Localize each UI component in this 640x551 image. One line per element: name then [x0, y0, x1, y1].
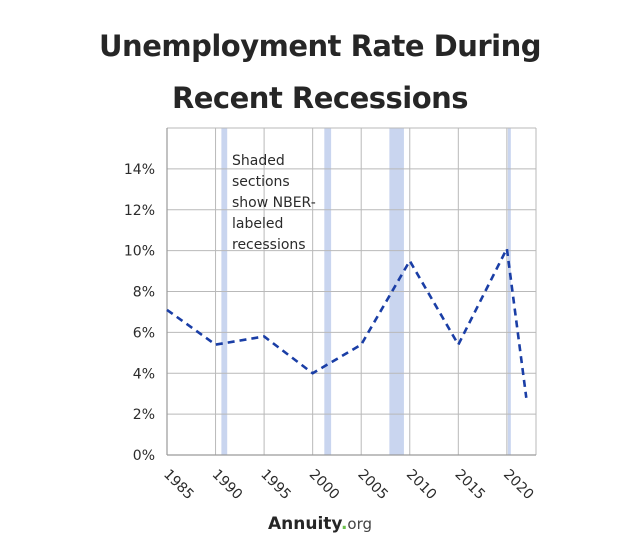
- y-tick-label: 10%: [124, 244, 155, 260]
- x-tick-label: 2015: [451, 467, 488, 504]
- annotation-line: recessions: [232, 237, 306, 253]
- data-point: [456, 343, 460, 347]
- x-tick-label: 2020: [500, 467, 537, 504]
- y-tick-label: 0%: [133, 448, 155, 464]
- data-point: [214, 343, 218, 347]
- x-tick-label: 2005: [354, 467, 391, 504]
- chart-title: Unemployment Rate During Recent Recessio…: [0, 20, 640, 124]
- x-tick-label: 2000: [306, 467, 343, 504]
- annotation-line: Shaded: [232, 153, 285, 169]
- y-tick-label: 2%: [133, 407, 155, 423]
- x-tick-label: 1985: [160, 467, 197, 504]
- brand-tld: org: [347, 515, 373, 533]
- y-tick-label: 12%: [124, 203, 155, 219]
- data-point: [408, 259, 412, 263]
- data-point: [262, 334, 266, 338]
- x-tick-label: 1995: [257, 467, 294, 504]
- x-tick-label: 2010: [403, 467, 440, 504]
- y-tick-label: 4%: [133, 366, 155, 382]
- x-tick-label: 1990: [209, 467, 246, 504]
- data-point: [524, 396, 528, 400]
- chart-title-line-2: Recent Recessions: [171, 81, 469, 115]
- data-point: [311, 371, 315, 375]
- y-tick-label: 6%: [133, 325, 155, 341]
- brand-name: Annuity: [267, 514, 341, 534]
- annotation-line: labeled: [232, 216, 283, 232]
- chart-title-line-1: Unemployment Rate During: [99, 29, 542, 63]
- data-point: [359, 343, 363, 347]
- brand-dot: .: [340, 514, 348, 534]
- annotation-line: sections: [232, 174, 290, 190]
- brand-footer: Annuity.org: [0, 514, 640, 534]
- data-point: [165, 308, 169, 312]
- y-tick-label: 14%: [124, 162, 155, 178]
- data-point: [505, 247, 509, 251]
- y-tick-label: 8%: [133, 285, 155, 301]
- annotation-line: show NBER-: [232, 195, 316, 211]
- unemployment-line: [166, 247, 528, 398]
